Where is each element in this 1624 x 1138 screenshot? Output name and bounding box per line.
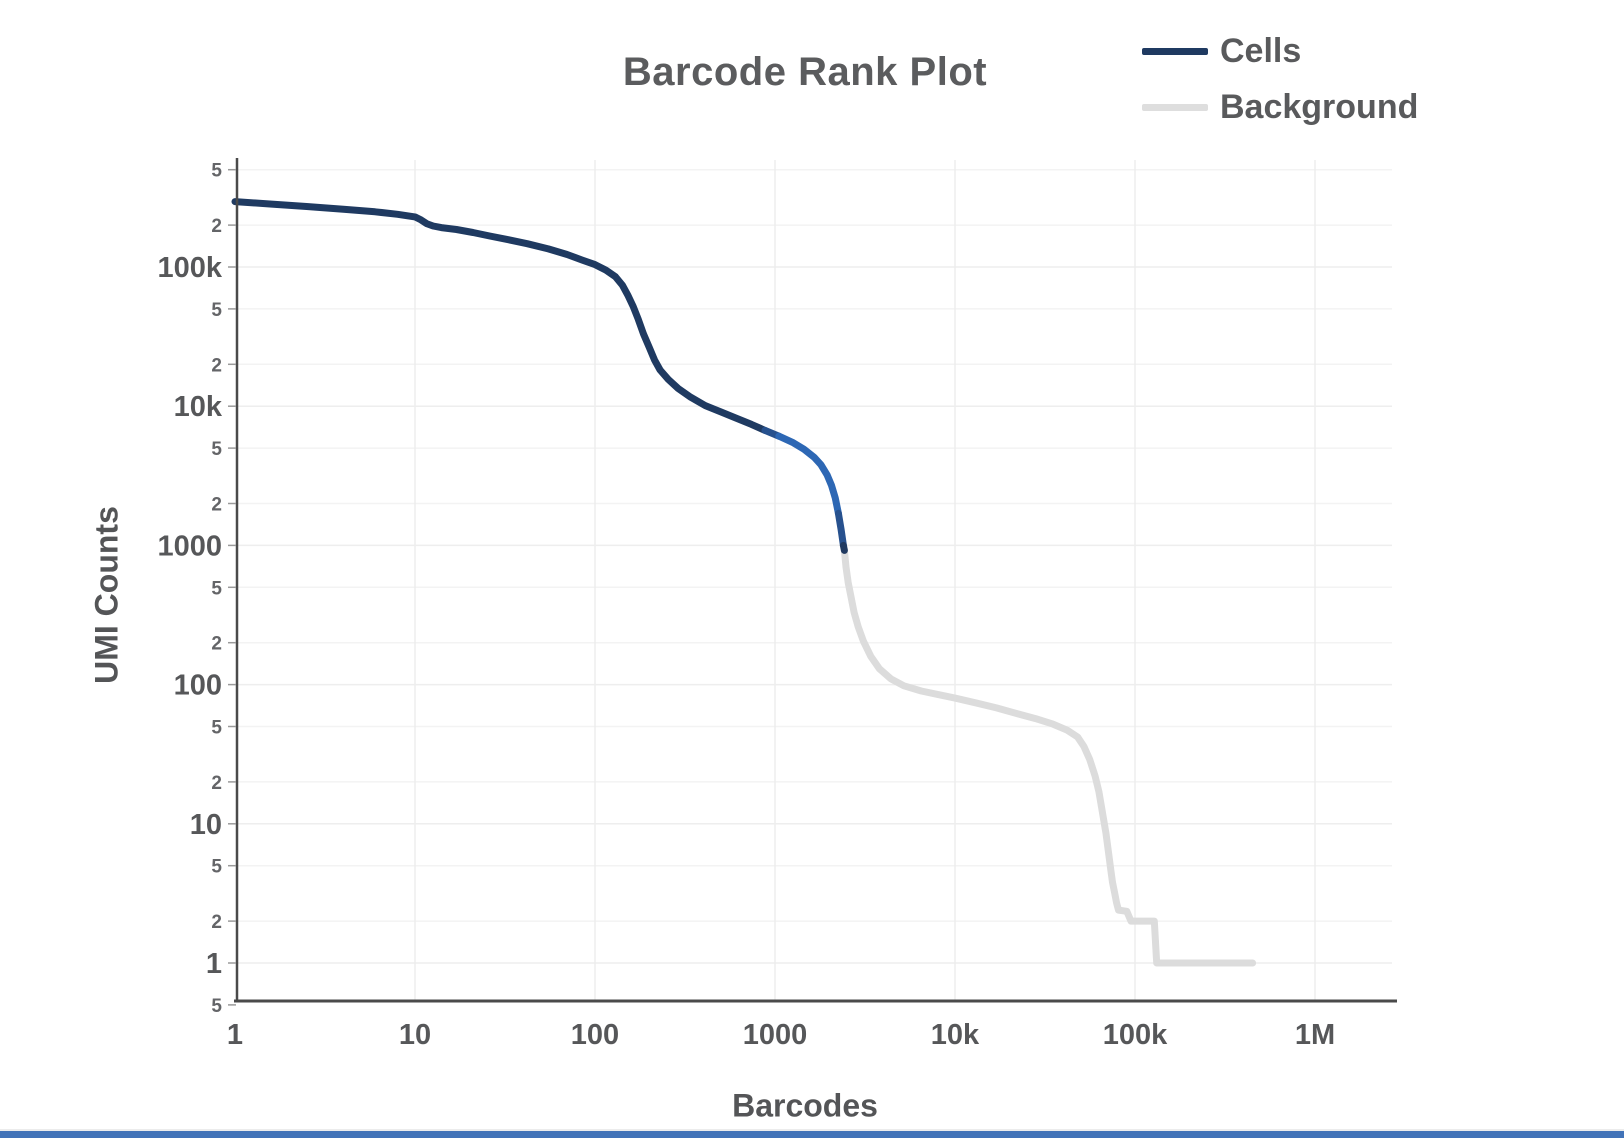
- y-tick-label: 5: [211, 857, 222, 878]
- y-tick-label: 2: [211, 495, 222, 516]
- y-tick-label: 2: [211, 216, 222, 237]
- y-tick-label: 10: [190, 809, 222, 841]
- x-tick-label: 10: [399, 1019, 431, 1051]
- background-line-swatch: [1142, 103, 1208, 111]
- y-tick-label: 5: [211, 996, 222, 1017]
- y-tick-label: 5: [211, 161, 222, 182]
- bottom-divider: [0, 1129, 1624, 1131]
- y-tick-label: 5: [211, 300, 222, 321]
- y-tick-label: 1: [206, 948, 222, 980]
- y-tick-label: 5: [211, 578, 222, 599]
- y-tick-label: 1000: [157, 530, 222, 562]
- cells-curve-segment: [834, 509, 847, 549]
- legend-label-cells: Cells: [1220, 31, 1302, 70]
- x-tick-label: 10k: [931, 1019, 980, 1051]
- x-tick-label: 1000: [743, 1019, 808, 1051]
- cells-curve-segment: [839, 541, 848, 554]
- y-tick-label: 5: [211, 439, 222, 460]
- y-tick-label: 2: [211, 634, 222, 655]
- legend-item-cells[interactable]: Cells: [1142, 28, 1418, 74]
- chart-legend: Cells Background: [1142, 28, 1418, 130]
- y-tick-label: 2: [211, 355, 222, 376]
- y-tick-label: 2: [211, 912, 222, 933]
- x-tick-label: 1: [227, 1019, 243, 1051]
- y-tick-label: 100: [174, 670, 222, 702]
- x-tick-label: 1M: [1295, 1019, 1335, 1051]
- cells-line-swatch: [1142, 47, 1208, 55]
- y-tick-label: 5: [211, 718, 222, 739]
- y-tick-label: 100k: [157, 252, 222, 284]
- x-tick-label: 100: [571, 1019, 619, 1051]
- x-tick-label: 100k: [1103, 1019, 1168, 1051]
- y-tick-label: 10k: [174, 391, 223, 423]
- cells-curve-segment: [775, 432, 842, 517]
- legend-label-background: Background: [1220, 87, 1419, 126]
- legend-item-background[interactable]: Background: [1142, 84, 1418, 130]
- x-axis-title: Barcodes: [732, 1087, 878, 1124]
- background-curve: [840, 546, 1257, 967]
- bottom-accent-bar: [0, 1131, 1624, 1138]
- y-tick-label: 2: [211, 773, 222, 794]
- chart-title: Barcode Rank Plot: [622, 50, 988, 94]
- cells-curve-segment: [231, 198, 769, 434]
